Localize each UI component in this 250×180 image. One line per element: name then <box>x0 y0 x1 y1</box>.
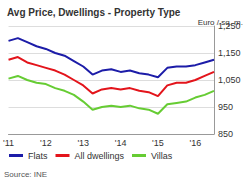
svg-text:'12: '12 <box>40 138 52 148</box>
svg-text:Source: INE: Source: INE <box>4 170 47 179</box>
svg-text:All dwellings: All dwellings <box>75 151 125 161</box>
svg-text:Villas: Villas <box>151 151 173 161</box>
svg-text:Euro / sq. m.: Euro / sq. m. <box>198 18 243 27</box>
svg-text:950: 950 <box>218 102 233 112</box>
svg-text:'16: '16 <box>189 138 201 148</box>
svg-text:'14: '14 <box>115 138 127 148</box>
svg-text:Flats: Flats <box>28 151 48 161</box>
svg-text:1,150: 1,150 <box>218 48 241 58</box>
svg-text:'11: '11 <box>3 138 14 148</box>
svg-text:'13: '13 <box>77 138 89 148</box>
svg-text:1,050: 1,050 <box>218 75 241 85</box>
svg-text:Avg Price, Dwellings - Propert: Avg Price, Dwellings - Property Type <box>7 7 181 18</box>
svg-text:'15: '15 <box>152 138 164 148</box>
svg-text:850: 850 <box>218 129 233 139</box>
